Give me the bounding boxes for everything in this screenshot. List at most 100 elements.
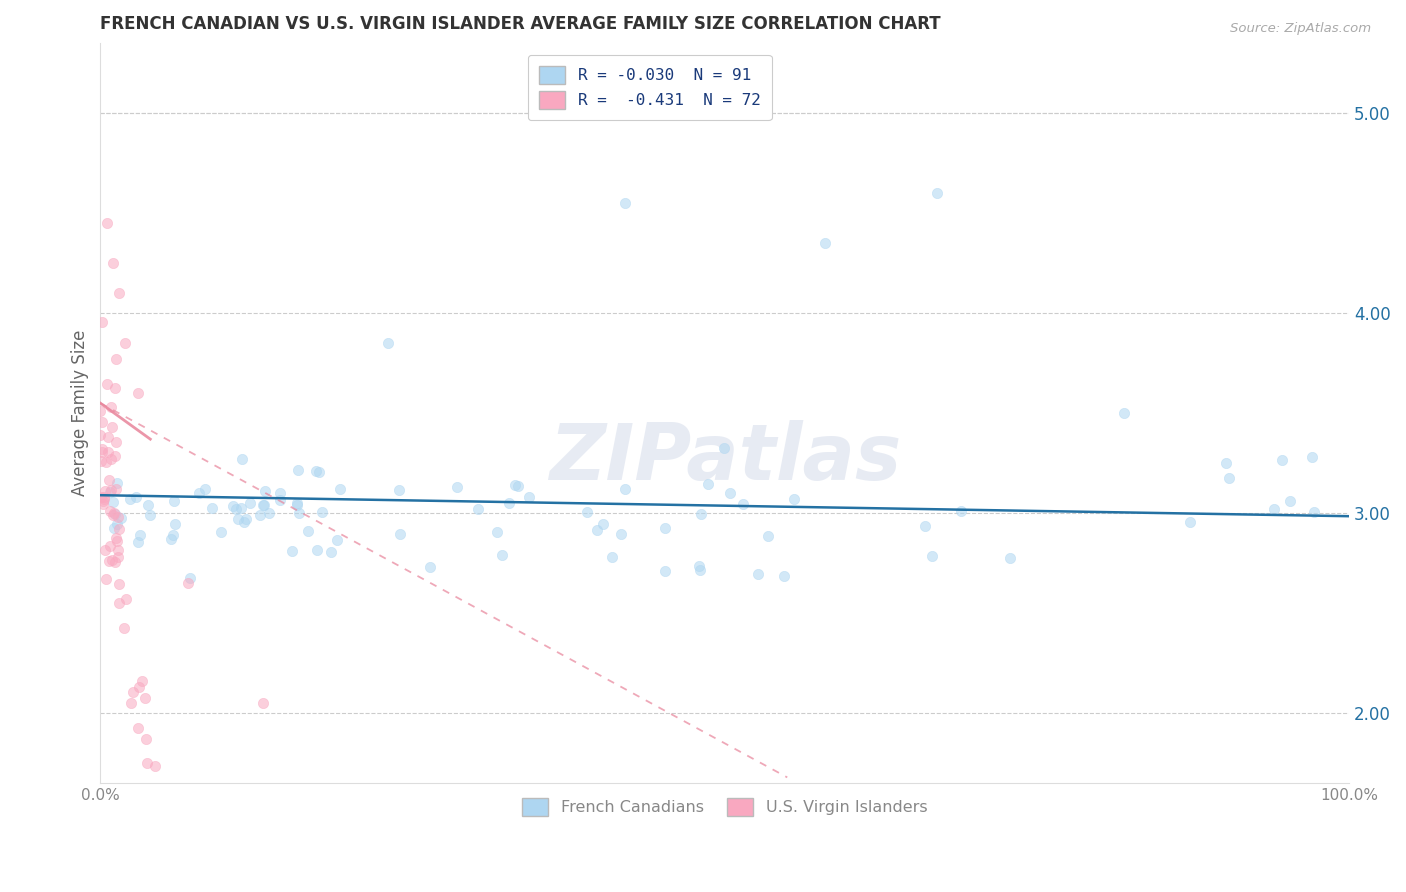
Point [1263, 501, 1285, 516]
Point [100, 483, 122, 497]
Point [134, 690, 156, 705]
Point [231, 452, 253, 467]
Point [814, 235, 837, 250]
Point [94, 483, 117, 498]
Point [107, 510, 129, 524]
Point [93, 493, 115, 508]
Point [101, 256, 124, 270]
Point [139, 508, 162, 522]
Point [325, 533, 347, 547]
Point [1301, 450, 1323, 465]
Point [152, 811, 174, 825]
Point [97, 430, 120, 444]
Point [100, 451, 122, 466]
Point [125, 490, 148, 504]
Point [329, 482, 352, 496]
Point [287, 463, 309, 477]
Point [103, 521, 125, 535]
Point [107, 543, 129, 558]
Point [949, 504, 972, 518]
Point [91, 415, 114, 429]
Point [90, 454, 112, 468]
Point [105, 517, 128, 532]
Point [149, 789, 172, 804]
Point [108, 286, 131, 301]
Point [93, 543, 115, 558]
Point [610, 527, 633, 541]
Point [162, 528, 184, 542]
Point [104, 449, 127, 463]
Point [226, 511, 249, 525]
Point [105, 475, 128, 490]
Point [104, 435, 127, 450]
Point [127, 386, 149, 401]
Point [253, 484, 276, 499]
Point [239, 496, 262, 510]
Point [103, 555, 125, 569]
Point [107, 549, 129, 564]
Point [160, 532, 183, 546]
Point [288, 507, 311, 521]
Point [688, 558, 710, 573]
Point [103, 506, 125, 520]
Point [269, 493, 291, 508]
Point [136, 498, 159, 512]
Point [592, 517, 614, 532]
Point [96, 377, 118, 392]
Point [222, 499, 245, 513]
Point [135, 731, 157, 746]
Point [127, 535, 149, 549]
Point [600, 550, 623, 565]
Point [697, 477, 720, 491]
Point [89, 404, 111, 418]
Point [252, 498, 274, 512]
Point [281, 543, 304, 558]
Point [285, 496, 308, 510]
Point [143, 759, 166, 773]
Point [269, 486, 291, 500]
Point [104, 352, 127, 367]
Point [98, 554, 121, 568]
Point [97, 445, 120, 459]
Text: FRENCH CANADIAN VS U.S. VIRGIN ISLANDER AVERAGE FAMILY SIZE CORRELATION CHART: FRENCH CANADIAN VS U.S. VIRGIN ISLANDER … [100, 15, 941, 33]
Point [104, 381, 127, 395]
Point [127, 722, 149, 736]
Point [129, 528, 152, 542]
Point [305, 465, 328, 479]
Point [128, 680, 150, 694]
Point [446, 480, 468, 494]
Point [194, 482, 217, 496]
Point [101, 419, 124, 434]
Point [101, 508, 124, 523]
Point [506, 478, 529, 492]
Point [225, 502, 247, 516]
Point [136, 756, 159, 771]
Point [104, 507, 127, 521]
Point [91, 497, 114, 511]
Point [112, 621, 135, 635]
Point [285, 498, 308, 512]
Point [491, 548, 513, 562]
Point [253, 498, 276, 512]
Point [120, 697, 142, 711]
Point [308, 465, 330, 479]
Point [1178, 515, 1201, 529]
Point [152, 813, 174, 827]
Point [90, 442, 112, 456]
Point [104, 531, 127, 545]
Point [200, 500, 222, 515]
Point [689, 563, 711, 577]
Point [297, 524, 319, 538]
Point [998, 551, 1021, 566]
Point [163, 516, 186, 531]
Text: Source: ZipAtlas.com: Source: ZipAtlas.com [1230, 22, 1371, 36]
Point [654, 564, 676, 578]
Point [259, 506, 281, 520]
Point [485, 524, 508, 539]
Point [235, 512, 257, 526]
Point [101, 553, 124, 567]
Point [91, 315, 114, 329]
Point [108, 596, 131, 610]
Point [773, 568, 796, 582]
Point [110, 511, 132, 525]
